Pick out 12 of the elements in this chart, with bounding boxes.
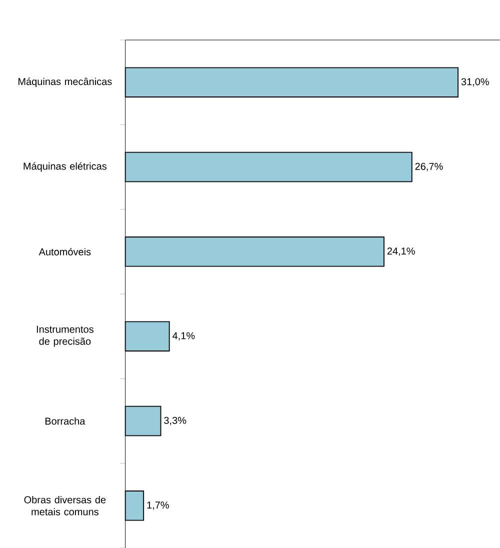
y-tick-label: Borracha (45, 417, 86, 425)
data-label: 31,0% (461, 78, 489, 86)
data-label: 26,7% (415, 162, 443, 172)
y-tick-label: Máquinas elétricas (24, 162, 107, 172)
y-tick-label: Automóveis (38, 248, 91, 256)
data-label: 3,3% (164, 416, 186, 426)
data-label: 1,7% (147, 502, 169, 510)
data-label: 24,1% (387, 248, 415, 256)
data-label: 4,1% (172, 332, 195, 340)
y-tick-label: Instrumentos de precisão (36, 326, 94, 347)
y-tick-label: Obras diversas de metais comuns (24, 496, 106, 516)
y-tick-label: Máquinas mecânicas (18, 78, 112, 88)
